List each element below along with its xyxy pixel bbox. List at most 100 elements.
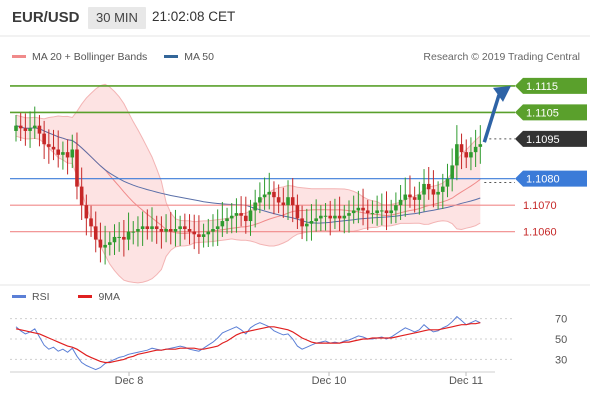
candle-body — [84, 205, 89, 219]
candle-body — [473, 146, 478, 153]
level-tag-1-1070: 1.1070 — [523, 200, 557, 212]
candle-body — [244, 215, 248, 222]
rsi-axis-label: 70 — [555, 314, 567, 326]
candle-body — [229, 215, 234, 219]
candle-body — [192, 231, 197, 235]
bollinger-band-fill — [16, 84, 481, 283]
candle-body — [70, 149, 75, 158]
candle-body — [304, 223, 309, 227]
candle-body — [93, 226, 98, 240]
ma50-line — [15, 125, 481, 224]
candle-body — [65, 152, 70, 158]
rsi-swatch — [12, 294, 26, 298]
candle-body — [323, 215, 328, 217]
candle-body — [262, 194, 267, 198]
candle-body — [347, 213, 351, 216]
candle-body — [436, 191, 440, 195]
candle-body — [267, 191, 272, 195]
candle-body — [131, 231, 136, 233]
instrument-pair: EUR/USD — [12, 9, 80, 26]
candle-body — [356, 207, 361, 211]
level-text: 1.1105 — [526, 107, 559, 119]
candle-body — [98, 239, 103, 248]
candle-body — [328, 215, 333, 219]
candle-body — [150, 226, 154, 229]
candle-body — [47, 144, 51, 147]
candle-body — [103, 244, 107, 248]
candle-body — [253, 202, 257, 211]
chart-time: 21:02:08 CET — [152, 9, 236, 24]
candle-body — [145, 226, 150, 229]
candle-body — [51, 146, 56, 150]
candle-body — [455, 144, 459, 166]
ma50-label: MA 50 — [184, 51, 214, 63]
candle-body — [319, 215, 323, 219]
candle-body — [154, 226, 159, 229]
level-tag-box — [515, 77, 587, 94]
candle-body — [23, 128, 28, 131]
forecast-arrow-shaft — [482, 94, 501, 143]
forecast-arrow-head — [493, 85, 511, 102]
copyright-text: Research © 2019 Trading Central — [423, 51, 580, 63]
timeframe-chip[interactable]: 30 MIN — [88, 7, 146, 29]
time-axis-label: Dec 11 — [449, 375, 483, 387]
candle-body — [89, 218, 93, 227]
candle-body — [197, 234, 201, 237]
candle-body — [403, 194, 408, 200]
legend-item-9ma: 9MA — [78, 291, 120, 303]
candle-body — [431, 189, 436, 195]
candle-body — [168, 229, 173, 232]
candle-body — [37, 125, 42, 134]
candle-body — [136, 229, 140, 232]
candle-body — [478, 144, 483, 147]
candle-body — [445, 178, 450, 187]
candle-body — [75, 149, 79, 187]
level-tag-1-1095: 1.1095 — [515, 130, 587, 147]
candle-body — [426, 183, 431, 190]
candle-body — [220, 221, 225, 227]
ma50-swatch — [164, 54, 179, 58]
candle-body — [351, 210, 356, 214]
rsi-axis-label: 30 — [555, 354, 567, 366]
candle-body — [178, 226, 182, 229]
candle-body — [183, 226, 187, 229]
candle-body — [61, 152, 65, 155]
candle-body — [258, 197, 262, 203]
bollinger-swatch — [12, 54, 26, 58]
level-text: 1.1080 — [526, 174, 560, 186]
candle-body — [173, 229, 178, 232]
candle-body — [272, 191, 276, 198]
chart-header: EUR/USD 30 MIN 21:02:08 CET — [0, 0, 590, 36]
candle-body — [140, 226, 145, 229]
candle-body — [398, 199, 403, 206]
candle-body — [122, 236, 126, 240]
candle-body — [389, 210, 393, 214]
candle-body — [380, 210, 384, 212]
level-tag-1-1105: 1.1105 — [515, 104, 587, 121]
candle-body — [412, 197, 417, 200]
level-tag-1-1080: 1.1080 — [515, 170, 587, 187]
rsi-legend: RSI 9MA — [12, 291, 146, 303]
candle-body — [32, 125, 37, 129]
rsi-line — [15, 315, 481, 371]
candle-body — [234, 213, 239, 216]
candle-body — [42, 133, 46, 145]
candle-body — [56, 149, 61, 155]
legend-item-ma50: MA 50 — [164, 51, 214, 63]
candle-body — [365, 210, 370, 214]
legend-item-rsi: RSI — [12, 291, 50, 303]
bollinger-upper-line — [15, 83, 481, 223]
candle-body — [187, 229, 192, 232]
bollinger-lower-line — [15, 135, 481, 284]
candle-body — [300, 218, 304, 227]
main-legend: MA 20 + Bollinger Bands MA 50 — [12, 51, 228, 63]
candle-body — [18, 125, 23, 129]
level-text: 1.1095 — [526, 134, 560, 146]
bollinger-label: MA 20 + Bollinger Bands — [32, 51, 148, 63]
candle-body — [281, 202, 286, 206]
candle-body — [108, 242, 112, 245]
candle-body — [450, 165, 454, 179]
level-text: 1.1070 — [523, 200, 557, 212]
candle-body — [239, 213, 243, 216]
